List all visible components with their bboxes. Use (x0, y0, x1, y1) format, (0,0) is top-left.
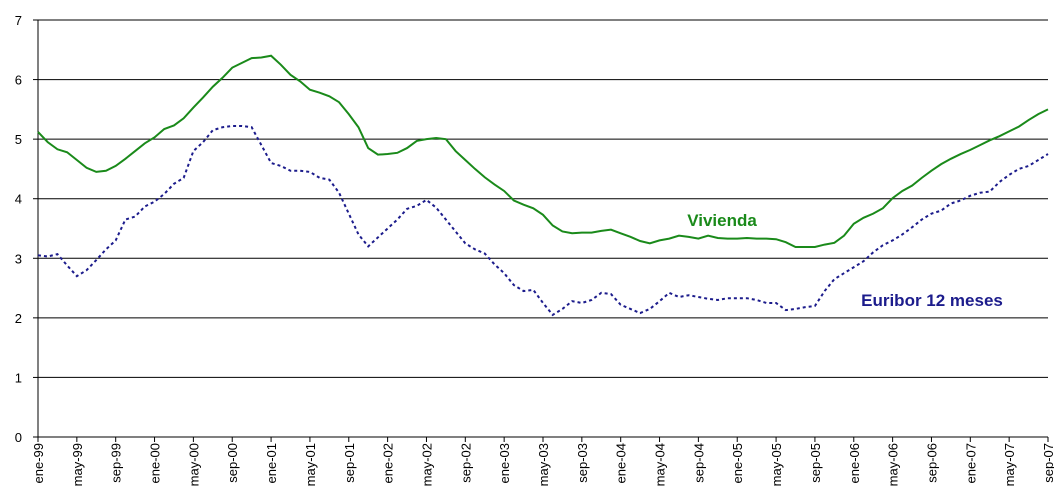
line-series (37, 125, 1049, 317)
x-tick-label: sep-04 (691, 443, 706, 483)
x-tick-label: sep-01 (342, 443, 357, 483)
x-tick-label: sep-00 (225, 443, 240, 483)
x-tick-label: may-03 (536, 443, 551, 486)
y-tick-label: 0 (15, 430, 22, 445)
x-tick-label: ene-99 (31, 443, 46, 483)
x-tick-label: sep-06 (924, 443, 939, 483)
x-tick-label: ene-03 (497, 443, 512, 483)
x-tick-label: may-00 (186, 443, 201, 486)
y-tick-label: 4 (15, 192, 22, 207)
y-tick-label: 2 (15, 311, 22, 326)
series-label: Euribor 12 meses (861, 291, 1003, 310)
x-tick-label: ene-02 (381, 443, 396, 483)
x-tick-label: ene-01 (264, 443, 279, 483)
x-tick-label: sep-03 (575, 443, 590, 483)
x-tick-label: sep-05 (808, 443, 823, 483)
y-tick-label: 7 (15, 13, 22, 28)
x-tick-label: ene-06 (847, 443, 862, 483)
x-tick-label: sep-07 (1041, 443, 1054, 483)
y-tick-label: 1 (15, 370, 22, 385)
x-tick-label: may-02 (419, 443, 434, 486)
x-tick-label: may-99 (70, 443, 85, 486)
x-tick-label: may-04 (653, 443, 668, 486)
series-label: Vivienda (687, 211, 757, 230)
x-tick-label: may-01 (303, 443, 318, 486)
x-tick-label: ene-04 (614, 443, 629, 483)
x-tick-label: ene-00 (148, 443, 163, 483)
x-tick-label: may-06 (886, 443, 901, 486)
line-series (37, 54, 1049, 248)
x-tick-label: ene-07 (963, 443, 978, 483)
x-tick-label: sep-02 (458, 443, 473, 483)
x-tick-label: ene-05 (730, 443, 745, 483)
y-tick-label: 6 (15, 73, 22, 88)
x-tick-label: may-05 (769, 443, 784, 486)
y-tick-label: 5 (15, 132, 22, 147)
x-tick-label: sep-99 (109, 443, 124, 483)
x-tick-label: may-07 (1002, 443, 1017, 486)
y-tick-label: 3 (15, 251, 22, 266)
